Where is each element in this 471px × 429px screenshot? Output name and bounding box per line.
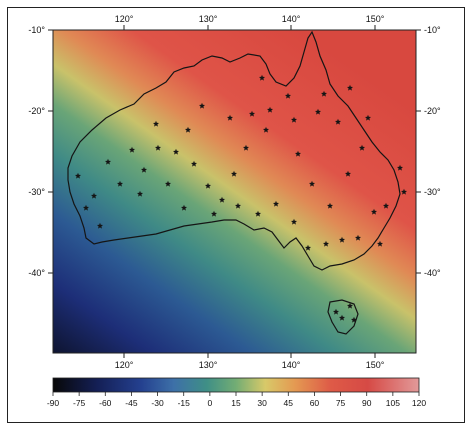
station-star: [137, 190, 143, 197]
station-star: [345, 170, 351, 177]
lat-label-left: -40°: [28, 268, 45, 278]
colorbar-label: 120: [412, 398, 426, 408]
station-star: [117, 180, 123, 187]
station-star: [227, 114, 233, 121]
station-star: [309, 180, 315, 187]
lon-label-top: 130°: [199, 14, 218, 24]
station-star: [339, 314, 345, 321]
station-star: [351, 316, 357, 323]
lon-label-bottom: 120°: [115, 360, 134, 370]
station-star: [355, 234, 361, 241]
station-star: [291, 218, 297, 225]
station-star: [273, 200, 279, 207]
colorbar-label: 105: [386, 398, 400, 408]
station-star: [335, 118, 341, 125]
station-star: [231, 170, 237, 177]
station-star: [327, 202, 333, 209]
station-star: [347, 84, 353, 91]
tasmania-coastline: [327, 299, 359, 335]
station-markers: [75, 74, 407, 323]
lat-label-right: -10°: [424, 25, 441, 35]
station-star: [219, 196, 225, 203]
lon-label-bottom: 140°: [282, 360, 301, 370]
figure-frame: 120° 120° 130° 130° 140° 140° 150° 150° -10° -20°…: [7, 7, 465, 423]
station-star: [359, 144, 365, 151]
lat-label-right: -20°: [424, 106, 441, 116]
station-star: [383, 202, 389, 209]
station-star: [291, 116, 297, 123]
lon-label-top: 120°: [115, 14, 134, 24]
station-star: [185, 126, 191, 133]
station-star: [263, 126, 269, 133]
colorbar-label: 90: [362, 398, 372, 408]
station-star: [199, 102, 205, 109]
colorbar-label: -60: [99, 398, 112, 408]
station-star: [153, 120, 159, 127]
station-star: [205, 182, 211, 189]
australia-coastline: [67, 30, 401, 271]
station-star: [129, 146, 135, 153]
station-star: [333, 308, 339, 315]
station-star: [235, 202, 241, 209]
station-star: [97, 222, 103, 229]
station-star: [165, 180, 171, 187]
field-raster: [53, 30, 416, 353]
station-star: [339, 236, 345, 243]
colorbar-label: 15: [231, 398, 241, 408]
station-star: [191, 160, 197, 167]
station-star: [249, 110, 255, 117]
lat-label-left: -20°: [28, 106, 45, 116]
colorbar-label: -75: [73, 398, 86, 408]
map-svg: 120° 120° 130° 130° 140° 140° 150° 150° -10° -20°…: [28, 14, 441, 408]
colorbar-label: 0: [207, 398, 212, 408]
colorbar-ticks: -90 -75 -60 -45 -30 -15 0 15 30 45 60 75 90 105 120: [47, 392, 426, 408]
station-star: [181, 204, 187, 211]
station-star: [285, 92, 291, 99]
lon-label-top: 150°: [366, 14, 385, 24]
station-star: [377, 240, 383, 247]
station-star: [141, 166, 147, 173]
station-star: [255, 210, 261, 217]
colorbar-label: 60: [310, 398, 320, 408]
station-star: [347, 302, 353, 309]
station-star: [155, 144, 161, 151]
station-star: [105, 158, 111, 165]
lon-label-bottom: 130°: [199, 360, 218, 370]
station-star: [91, 192, 97, 199]
colorbar-label: 30: [257, 398, 267, 408]
station-star: [295, 150, 301, 157]
colorbar-gradient: [52, 377, 420, 393]
colorbar-label: -90: [47, 398, 60, 408]
station-star: [315, 108, 321, 115]
station-star: [305, 244, 311, 251]
lat-label-right: -40°: [424, 268, 441, 278]
station-star: [401, 188, 407, 195]
station-star: [259, 74, 265, 81]
lat-label-left: -30°: [28, 187, 45, 197]
colorbar-label: -30: [151, 398, 164, 408]
station-star: [323, 240, 329, 247]
map-ticks: 120° 120° 130° 130° 140° 140° 150° 150° -10° -20°…: [28, 14, 441, 370]
colorbar-label: 75: [336, 398, 346, 408]
station-star: [243, 144, 249, 151]
station-star: [75, 172, 81, 179]
colorbar-label: 45: [284, 398, 294, 408]
lat-label-left: -10°: [28, 25, 45, 35]
station-star: [321, 90, 327, 97]
station-star: [83, 204, 89, 211]
lon-label-top: 140°: [282, 14, 301, 24]
colorbar-label: -45: [125, 398, 138, 408]
lat-label-right: -30°: [424, 187, 441, 197]
station-star: [211, 210, 217, 217]
station-star: [267, 106, 273, 113]
station-star: [173, 148, 179, 155]
station-star: [371, 208, 377, 215]
colorbar-label: -15: [178, 398, 191, 408]
lon-label-bottom: 150°: [366, 360, 385, 370]
station-star: [365, 114, 371, 121]
station-star: [397, 164, 403, 171]
